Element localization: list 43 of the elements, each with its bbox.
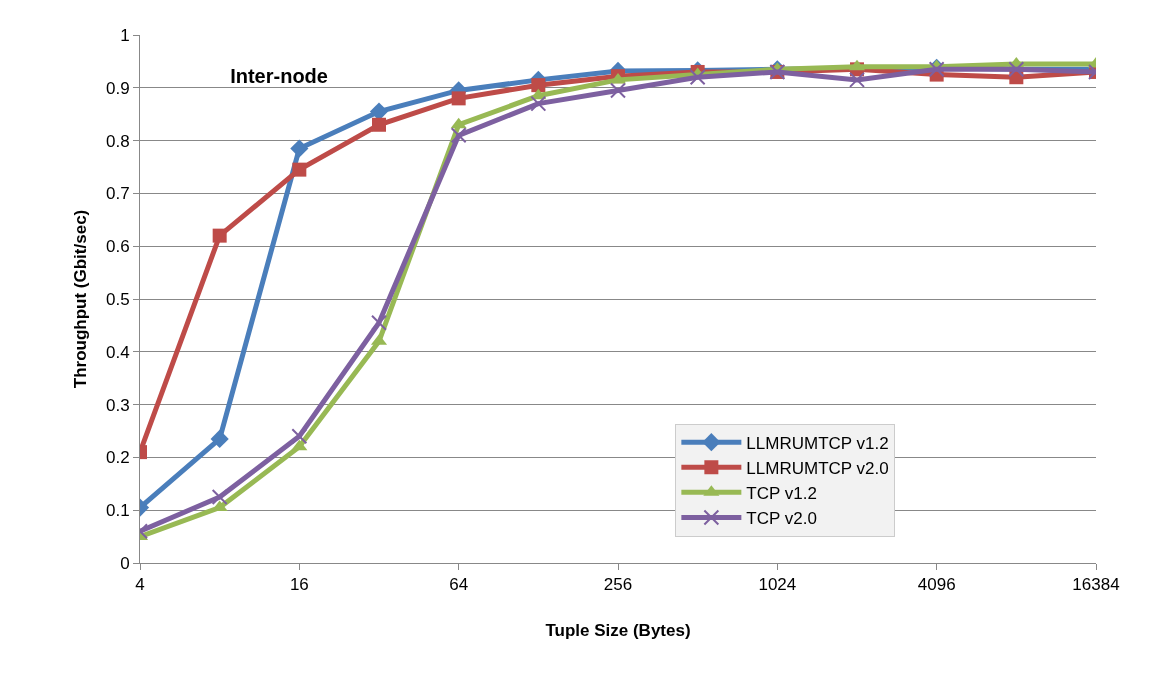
y-tick-label: 0.8 — [105, 131, 130, 151]
point — [371, 314, 387, 331]
x-tick-label: 64 — [449, 575, 469, 595]
point — [292, 162, 307, 177]
y-tick-label: 0.2 — [105, 448, 130, 468]
point — [451, 91, 466, 106]
point — [291, 439, 308, 451]
y-tick-label: 0.6 — [105, 237, 130, 257]
x-tick-label: 4 — [135, 575, 145, 595]
y-tick-label: 0 — [120, 553, 130, 573]
legend-label: TCP v1.2 — [746, 483, 817, 503]
x-tick-label: 1024 — [758, 575, 797, 595]
point — [610, 82, 626, 99]
legend-label: LLMRUMTCP v2.0 — [746, 458, 889, 478]
y-tick-label: 0.1 — [105, 501, 130, 521]
text: Inter-node — [230, 65, 328, 88]
point — [689, 69, 706, 86]
x-tick-label: 256 — [603, 575, 633, 595]
y-tick-label: 0.3 — [105, 395, 130, 415]
y-tick-label: 0.4 — [105, 342, 130, 362]
point — [372, 117, 386, 132]
point — [531, 78, 546, 93]
point — [290, 139, 309, 158]
point — [369, 102, 389, 121]
point — [450, 127, 467, 144]
point — [211, 489, 228, 505]
y-tick-label: 0.9 — [105, 78, 130, 98]
point — [849, 71, 865, 88]
x-tick-label: 4096 — [917, 575, 956, 595]
x-tick-label: 16 — [289, 575, 309, 595]
x-axis-title: Tuple Size (Bytes) — [545, 620, 691, 640]
y-tick-label: 0.7 — [105, 184, 130, 204]
point — [210, 429, 229, 449]
point — [530, 95, 547, 112]
y-tick-label: 1 — [120, 25, 130, 45]
y-axis-title: Throughput (Gbit/sec) — [70, 209, 90, 389]
legend-label: LLMRUMTCP v1.2 — [746, 433, 889, 453]
x-tick-label: 16384 — [1072, 575, 1120, 595]
point — [212, 228, 227, 243]
point — [450, 117, 467, 129]
point — [291, 428, 308, 445]
y-tick-label: 0.5 — [105, 289, 130, 309]
legend-label: TCP v2.0 — [746, 509, 817, 529]
